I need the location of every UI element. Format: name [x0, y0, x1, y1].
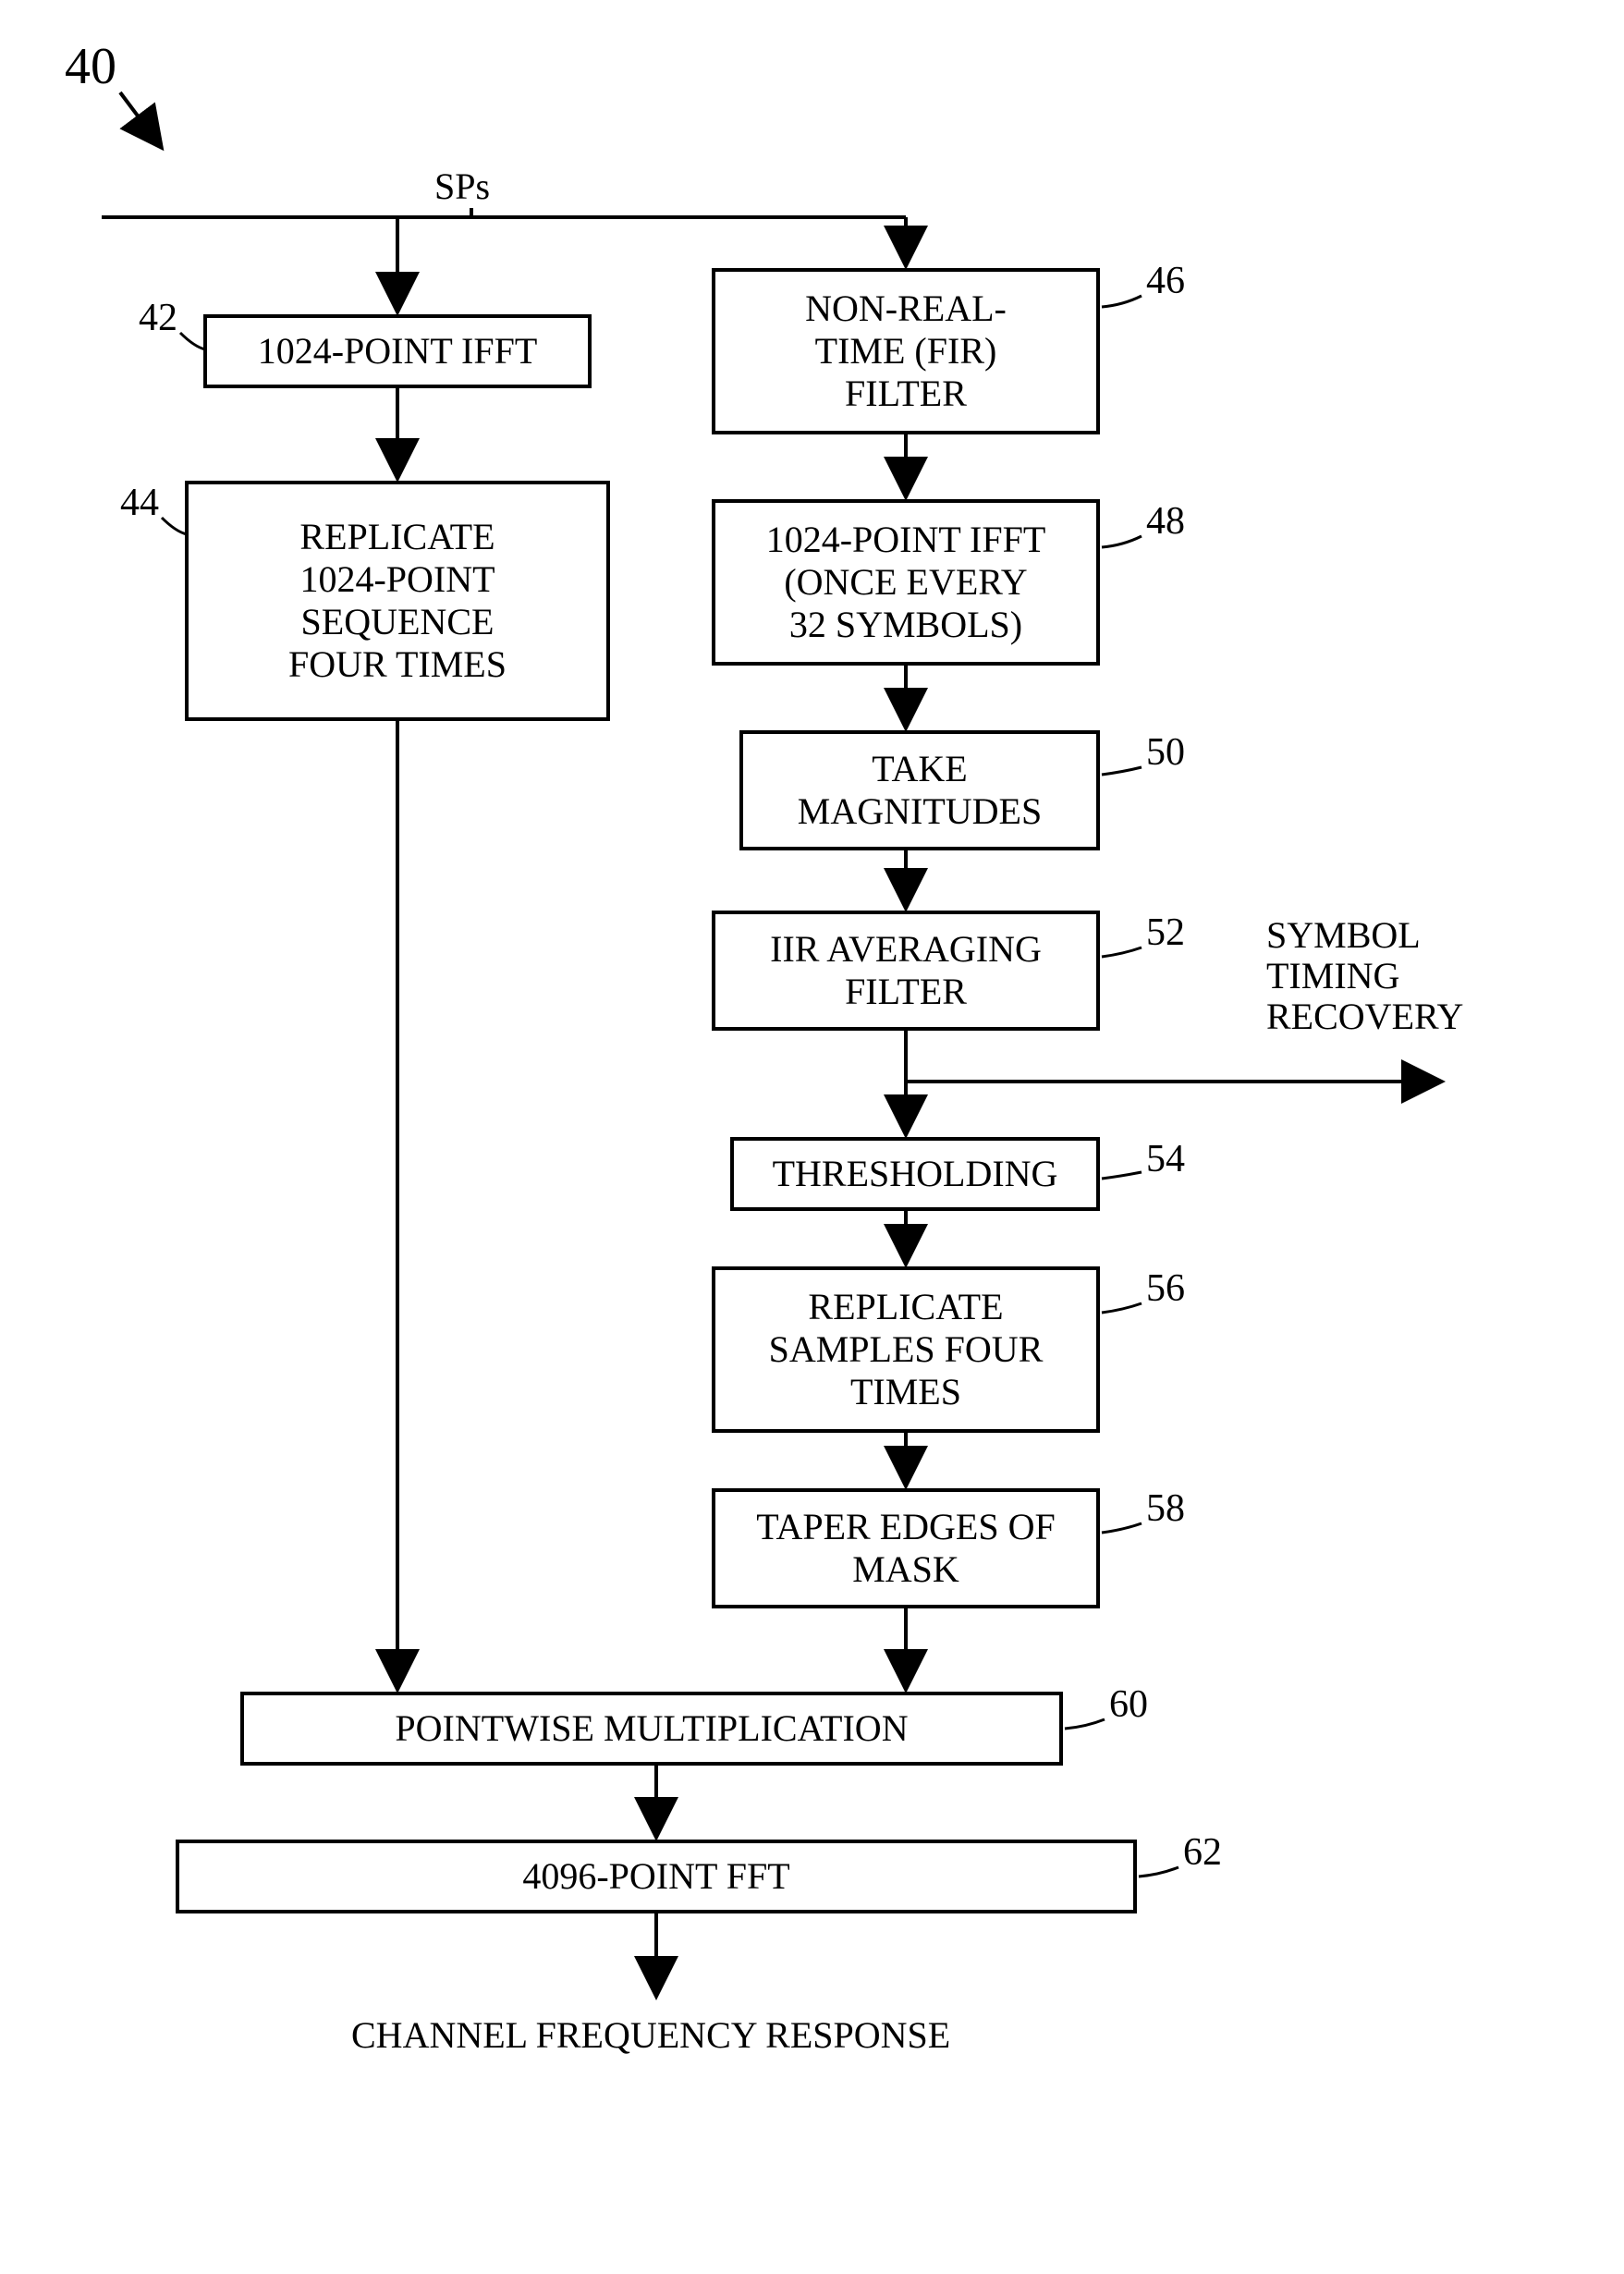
block-fir-filter: NON-REAL- TIME (FIR) FILTER	[712, 268, 1100, 434]
ref-58: 58	[1146, 1486, 1185, 1531]
figure-number: 40	[65, 37, 116, 96]
ref-56: 56	[1146, 1266, 1185, 1311]
block-text: 4096-POINT FFT	[522, 1855, 789, 1898]
block-pointwise-mult: POINTWISE MULTIPLICATION	[240, 1692, 1063, 1766]
block-replicate-sequence: REPLICATE 1024-POINT SEQUENCE FOUR TIMES	[185, 481, 610, 721]
block-thresholding: THRESHOLDING	[730, 1137, 1100, 1211]
block-text: POINTWISE MULTIPLICATION	[395, 1707, 908, 1750]
block-text: REPLICATE SAMPLES FOUR TIMES	[769, 1286, 1044, 1413]
block-text: 1024-POINT IFFT (ONCE EVERY 32 SYMBOLS)	[766, 519, 1046, 646]
block-fft-4096: 4096-POINT FFT	[176, 1840, 1137, 1913]
ref-54: 54	[1146, 1137, 1185, 1181]
block-text: TAKE MAGNITUDES	[798, 748, 1042, 833]
block-take-magnitudes: TAKE MAGNITUDES	[739, 730, 1100, 850]
ref-42: 42	[139, 296, 177, 340]
ref-48: 48	[1146, 499, 1185, 544]
ref-50: 50	[1146, 730, 1185, 775]
block-text: THRESHOLDING	[773, 1153, 1058, 1195]
block-ifft-1024-right: 1024-POINT IFFT (ONCE EVERY 32 SYMBOLS)	[712, 499, 1100, 666]
block-iir-filter: IIR AVERAGING FILTER	[712, 911, 1100, 1031]
block-replicate-samples: REPLICATE SAMPLES FOUR TIMES	[712, 1266, 1100, 1433]
block-text: TAPER EDGES OF MASK	[756, 1506, 1056, 1591]
block-text: IIR AVERAGING FILTER	[770, 928, 1042, 1013]
ref-60: 60	[1109, 1682, 1148, 1727]
ref-52: 52	[1146, 911, 1185, 955]
input-label: SPs	[434, 166, 490, 207]
block-ifft-1024-left: 1024-POINT IFFT	[203, 314, 592, 388]
block-text: NON-REAL- TIME (FIR) FILTER	[805, 287, 1007, 415]
block-taper-edges: TAPER EDGES OF MASK	[712, 1488, 1100, 1608]
ref-62: 62	[1183, 1830, 1222, 1875]
side-output-label: SYMBOL TIMING RECOVERY	[1266, 915, 1463, 1037]
output-label: CHANNEL FREQUENCY RESPONSE	[351, 2015, 950, 2056]
ref-46: 46	[1146, 259, 1185, 303]
ref-44: 44	[120, 481, 159, 525]
block-text: REPLICATE 1024-POINT SEQUENCE FOUR TIMES	[288, 516, 507, 686]
block-text: 1024-POINT IFFT	[258, 330, 538, 373]
